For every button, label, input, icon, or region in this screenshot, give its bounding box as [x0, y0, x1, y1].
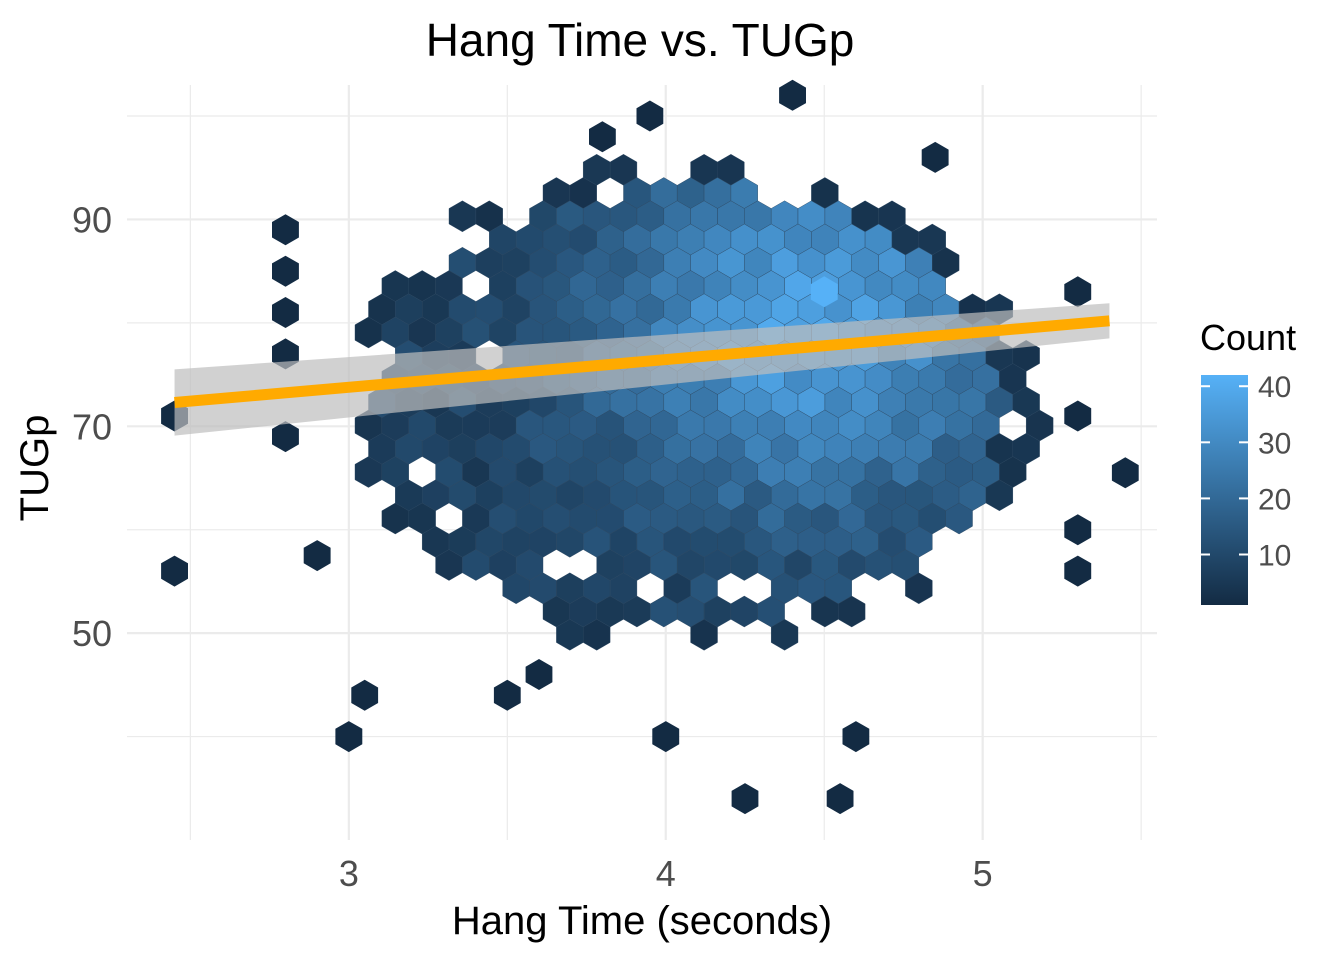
hex-cell [838, 595, 866, 628]
hex-cell-sparse [1064, 276, 1092, 308]
hex-cell-sparse [1064, 555, 1092, 587]
hex-cell-sparse [303, 540, 331, 572]
x-axis-ticks: 3 4 5 [339, 853, 993, 894]
hex-cell-sparse [493, 679, 521, 711]
y-tick-label: 70 [72, 406, 112, 447]
trend-line [174, 315, 1110, 408]
hex-cell-sparse [842, 721, 870, 753]
hex-cell-sparse [1111, 457, 1139, 489]
chart-title: Hang Time vs. TUGp [426, 14, 855, 66]
legend-tick-label: 40 [1258, 371, 1291, 404]
legend: Count 10 20 30 40 [1200, 317, 1296, 605]
trend-line-group [174, 303, 1110, 436]
y-tick-label: 50 [72, 613, 112, 654]
hex-cell [945, 502, 973, 535]
hex-cell-sparse [826, 783, 854, 815]
hex-cell-sparse [921, 141, 949, 173]
hex-cell-sparse [272, 255, 299, 287]
hex-cell-sparse [272, 297, 299, 328]
hex-cell [985, 479, 1013, 512]
hex-cell-sparse [652, 721, 680, 753]
y-tick-label: 90 [72, 199, 112, 240]
legend-colorbar [1201, 375, 1248, 605]
hex-cell [730, 595, 758, 628]
legend-title: Count [1200, 317, 1296, 358]
hex-cell-sparse [636, 100, 664, 132]
hex-cell-peak [810, 276, 838, 308]
x-tick-label: 5 [973, 853, 993, 894]
hex-cell [690, 619, 718, 651]
x-tick-label: 4 [656, 853, 676, 894]
hex-cell-sparse [351, 679, 379, 711]
hex-cell-sparse [1064, 400, 1092, 432]
hex-cell-sparse [1064, 514, 1092, 546]
hexbin-cells [161, 79, 1139, 815]
legend-tick-label: 10 [1258, 540, 1291, 573]
hex-cell-sparse [272, 214, 299, 246]
legend-tick-label: 30 [1258, 427, 1291, 460]
hex-cell-sparse [779, 79, 806, 111]
legend-ticks: 10 20 30 40 [1201, 371, 1291, 573]
hex-cell-sparse [525, 659, 553, 690]
hex-cell-sparse [731, 783, 759, 815]
y-axis-ticks: 50 70 90 [72, 199, 112, 654]
hex-cell [583, 619, 611, 651]
hex-cell-sparse [589, 121, 616, 153]
hex-cell [905, 572, 933, 605]
hex-cell-sparse [161, 555, 188, 587]
x-axis-title: Hang Time (seconds) [452, 899, 832, 943]
hex-cell [771, 619, 799, 651]
y-axis-title: TUGp [13, 415, 57, 522]
legend-tick-label: 20 [1258, 483, 1291, 516]
hex-cell-sparse [335, 721, 363, 753]
hex-cell [448, 200, 477, 233]
hex-cell-sparse [272, 421, 299, 453]
x-tick-label: 3 [339, 853, 359, 894]
